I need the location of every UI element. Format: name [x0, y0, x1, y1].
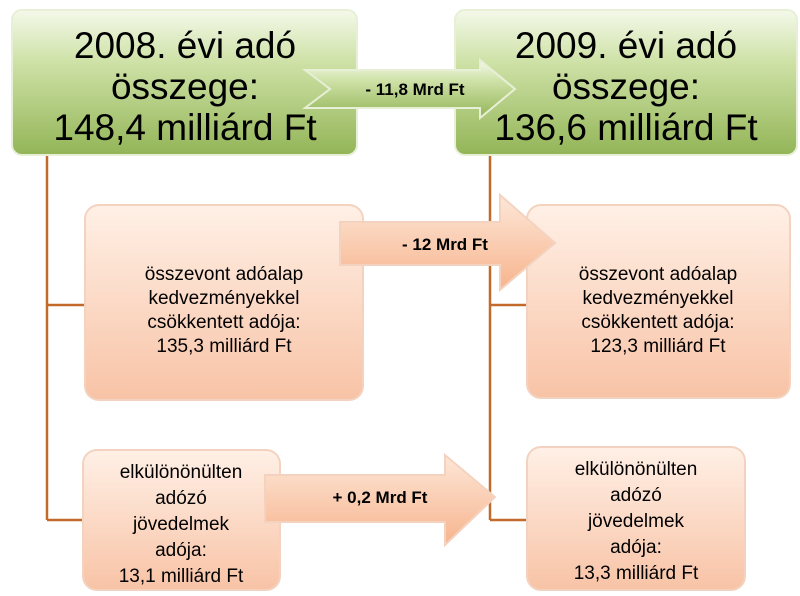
node-text: csökkentett adója:	[147, 312, 300, 333]
node-text: összevont adóalap	[579, 264, 737, 285]
node-text: csökkentett adója:	[581, 312, 734, 333]
node-text: adózó	[610, 485, 662, 506]
arrow-label: - 11,8 Mrd Ft	[365, 80, 465, 99]
node-text: adója:	[610, 537, 662, 558]
node-text: 136,6 milliárd Ft	[494, 107, 758, 148]
box	[526, 446, 746, 591]
node-text: elkülönönülten	[575, 459, 698, 480]
node-text: kedvezményekkel	[582, 288, 733, 309]
arrow-label: - 12 Mrd Ft	[402, 235, 488, 254]
arrow-label: + 0,2 Mrd Ft	[333, 488, 428, 507]
arrow	[264, 452, 497, 548]
node-text: elkülönönülten	[120, 462, 243, 483]
node-text: 2009. évi adó	[515, 25, 737, 66]
node-text: összege:	[111, 66, 259, 107]
node-text: 123,3 milliárd Ft	[590, 336, 726, 357]
node-text: 135,3 milliárd Ft	[156, 336, 292, 357]
node-text: összevont adóalap	[145, 264, 303, 285]
arrow	[302, 57, 517, 121]
box	[526, 204, 791, 399]
node-text: jövedelmek	[132, 514, 230, 535]
node-text: adózó	[155, 488, 207, 509]
node-text: 13,1 milliárd Ft	[119, 566, 244, 587]
connectors	[45, 155, 527, 522]
arrow	[339, 192, 557, 293]
node-text: 2008. évi adó	[74, 25, 296, 66]
node-text: 148,4 milliárd Ft	[53, 107, 317, 148]
node-text: összege:	[552, 66, 700, 107]
box	[84, 204, 364, 401]
node-text: 13,3 milliárd Ft	[574, 563, 699, 584]
node-text: jövedelmek	[587, 511, 685, 532]
node-text: kedvezményekkel	[148, 288, 299, 309]
node-text: adója:	[155, 540, 207, 561]
